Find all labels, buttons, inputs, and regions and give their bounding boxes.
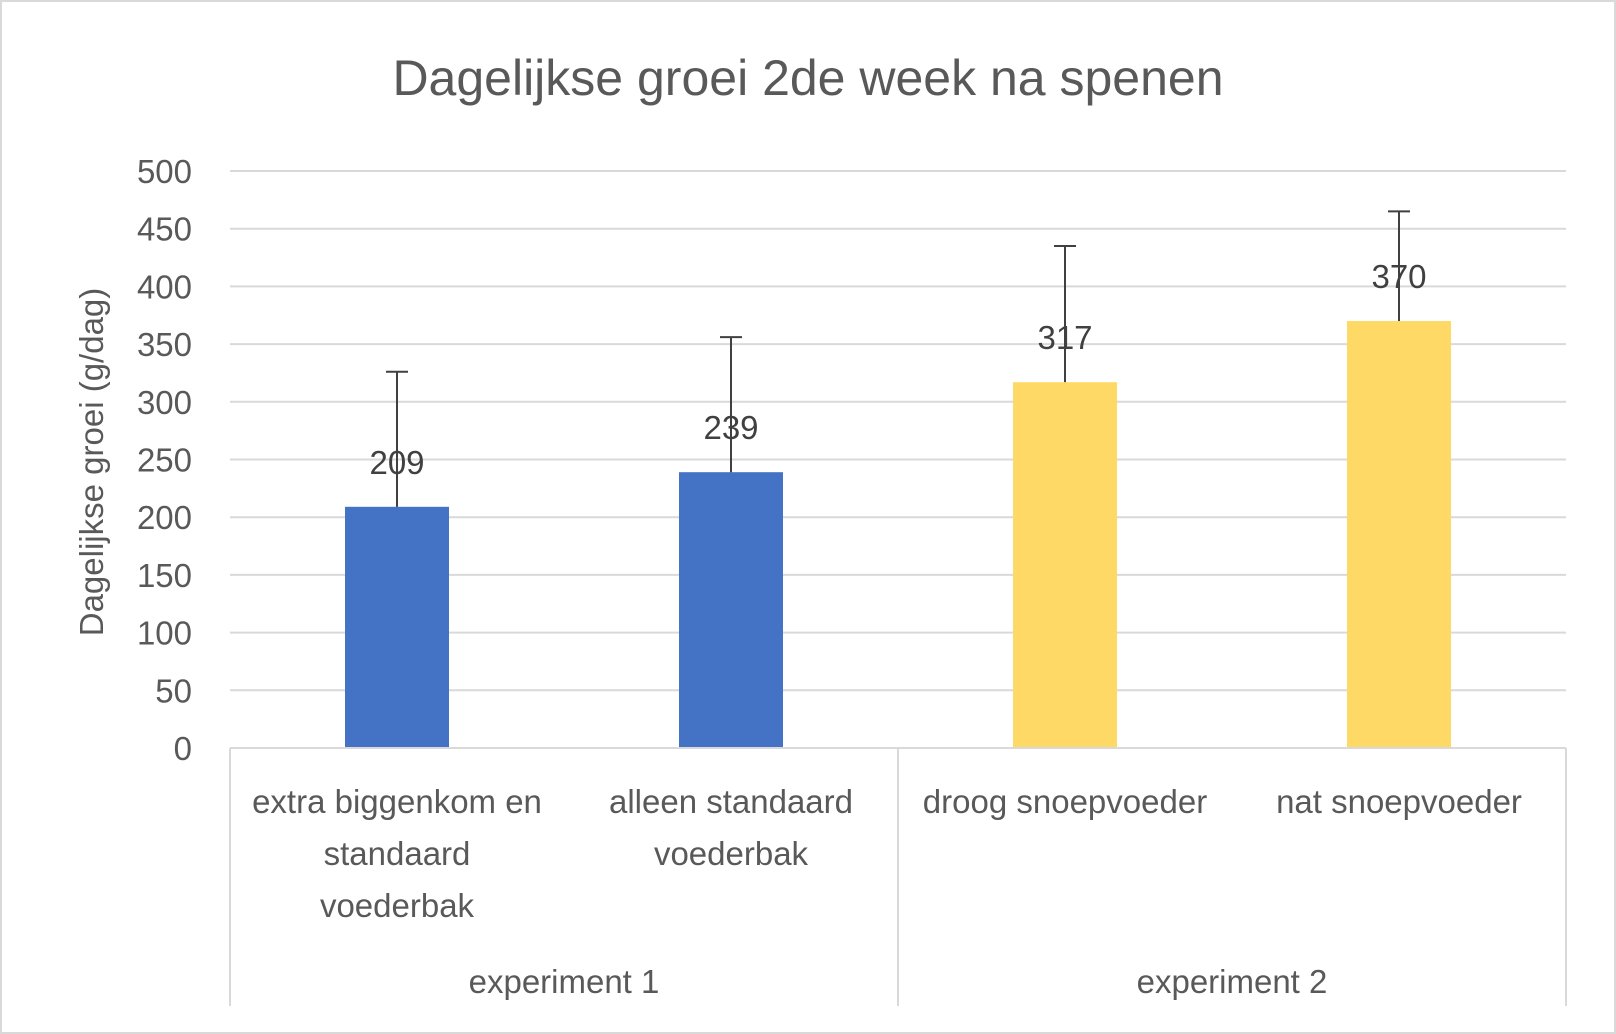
- y-tick-label: 200: [137, 499, 192, 536]
- bar: [345, 506, 449, 748]
- bar: [1013, 382, 1117, 748]
- x-category-label: voederbak: [320, 887, 475, 924]
- y-tick-label: 300: [137, 384, 192, 421]
- y-tick-label: 50: [155, 672, 192, 709]
- y-tick-label: 450: [137, 211, 192, 248]
- bar: [679, 472, 783, 748]
- y-tick-label: 500: [137, 153, 192, 190]
- x-category-label: extra biggenkom en: [252, 783, 542, 820]
- x-category-label: standaard: [324, 835, 471, 872]
- x-group-label: experiment 1: [469, 963, 660, 1000]
- error-bars: [386, 210, 1410, 507]
- data-label: 209: [369, 444, 424, 481]
- bar: [1347, 321, 1451, 748]
- y-tick-label: 350: [137, 326, 192, 363]
- y-axis-ticks: 0 50 100 150 200 250 300 350 400 450 500: [137, 153, 192, 767]
- x-category-label: droog snoepvoeder: [923, 783, 1207, 820]
- y-tick-label: 250: [137, 442, 192, 479]
- x-axis: extra biggenkom en standaard voederbak alle…: [229, 747, 1567, 1006]
- x-category-label: voederbak: [654, 835, 809, 872]
- y-tick-label: 150: [137, 557, 192, 594]
- y-tick-label: 100: [137, 615, 192, 652]
- data-label: 239: [703, 409, 758, 446]
- data-label: 317: [1037, 319, 1092, 356]
- y-axis-title: Dagelijkse groei (g/dag): [73, 288, 110, 637]
- y-tick-label: 0: [174, 730, 192, 767]
- x-category-label: nat snoepvoeder: [1276, 783, 1522, 820]
- x-category-label: alleen standaard: [609, 783, 853, 820]
- x-group-label: experiment 2: [1137, 963, 1328, 1000]
- bars: [345, 321, 1451, 748]
- data-labels: 209 239 317 370: [369, 258, 1426, 481]
- chart-title: Dagelijkse groei 2de week na spenen: [392, 50, 1223, 106]
- y-tick-label: 400: [137, 268, 192, 305]
- data-label: 370: [1371, 258, 1426, 295]
